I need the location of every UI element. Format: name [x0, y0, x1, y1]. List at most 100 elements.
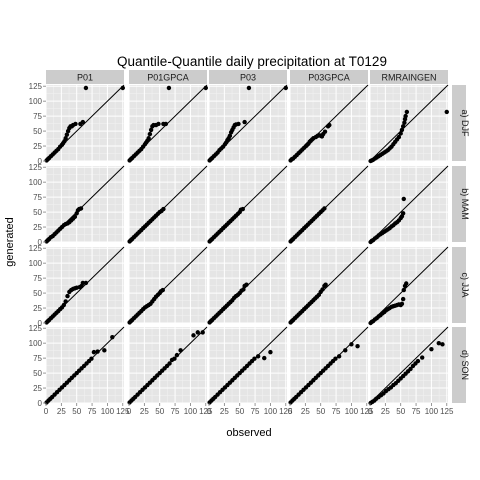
x-tick-label: 0 [44, 407, 49, 416]
y-tick-label: 75 [33, 354, 42, 363]
column-strip [370, 70, 448, 84]
facet-panel [207, 84, 288, 163]
data-point [163, 121, 169, 127]
data-point [415, 358, 421, 364]
data-point [72, 214, 78, 220]
data-point [63, 136, 68, 141]
data-point [320, 287, 325, 292]
row-strip-label: d) SON [460, 350, 470, 380]
data-point [242, 119, 247, 125]
data-point [333, 356, 338, 361]
data-point [73, 121, 78, 127]
x-tick-label: 50 [316, 407, 325, 416]
data-point [420, 355, 425, 360]
x-tick-label: 50 [72, 407, 81, 416]
y-tick-label: 100 [29, 97, 43, 106]
column-strip [129, 70, 207, 84]
reference-line [369, 246, 449, 324]
x-tick-label: 100 [184, 407, 198, 416]
x-tick-label: 25 [381, 407, 390, 416]
column-strip [209, 70, 287, 84]
row-strip-label: b) MAM [460, 188, 470, 220]
reference-line [369, 84, 449, 162]
data-point [336, 354, 342, 359]
data-point [400, 296, 406, 302]
y-tick-label: 0 [38, 238, 43, 247]
x-tick-label: 25 [301, 407, 310, 416]
facet-panel [127, 246, 208, 325]
data-point [241, 287, 246, 292]
x-tick-label: 125 [116, 407, 130, 416]
column-strip-label: P01 [77, 73, 93, 83]
data-point [146, 136, 151, 141]
facet-panel [207, 165, 288, 244]
data-point [61, 302, 67, 308]
facet-panel [368, 326, 449, 406]
x-tick-label: 125 [279, 407, 293, 416]
data-point [246, 85, 252, 91]
y-tick-label: 25 [33, 304, 42, 313]
data-point [444, 109, 449, 115]
data-point [283, 85, 288, 91]
data-point [398, 131, 403, 136]
y-tick-label: 50 [33, 127, 42, 136]
column-strip-label: P01GPCA [147, 73, 189, 83]
y-tick-label: 75 [33, 274, 42, 283]
data-point [401, 196, 406, 202]
x-tick-label: 25 [57, 407, 66, 416]
column-strip-label: RMRAINGEN [381, 73, 436, 83]
data-point [102, 348, 107, 353]
y-tick-label: 0 [38, 157, 43, 166]
facet-panel [44, 326, 125, 405]
data-point [244, 282, 249, 287]
x-tick-label: 0 [207, 407, 212, 416]
column-strip [290, 70, 368, 84]
data-point [255, 354, 261, 359]
data-point [191, 333, 196, 338]
chart-title: Quantile-Quantile daily precipitation at… [117, 54, 387, 69]
data-point [161, 206, 166, 212]
data-point [64, 132, 70, 137]
data-point [252, 356, 257, 361]
data-point [327, 122, 332, 128]
data-point [166, 85, 172, 91]
x-tick-label: 50 [155, 407, 164, 416]
data-point [65, 293, 70, 299]
x-tick-label: 0 [288, 407, 293, 416]
y-tick-label: 50 [33, 289, 42, 298]
x-tick-label: 75 [251, 407, 260, 416]
x-tick-label: 100 [345, 407, 359, 416]
facet-panel [288, 246, 369, 325]
y-tick-label: 100 [29, 259, 43, 268]
data-point [399, 301, 405, 307]
y-tick-label: 100 [29, 178, 43, 187]
data-point [408, 366, 413, 372]
data-point [403, 113, 408, 119]
facet-panel [44, 246, 125, 325]
x-tick-label: 100 [101, 407, 115, 416]
y-tick-label: 125 [29, 244, 43, 253]
x-tick-label: 25 [220, 407, 229, 416]
facet-panel [207, 326, 288, 405]
row-strip [452, 247, 466, 323]
y-tick-label: 125 [29, 163, 43, 172]
data-point [160, 287, 165, 293]
column-strip [46, 70, 124, 84]
data-point [399, 127, 405, 133]
data-point [236, 121, 241, 127]
data-point [78, 206, 84, 211]
y-axis-title: generated [4, 217, 16, 267]
y-tick-label: 0 [38, 399, 43, 408]
row-strip [452, 327, 466, 403]
data-point [268, 349, 273, 355]
data-point [83, 85, 89, 91]
facet-panel [127, 165, 208, 244]
data-point [63, 299, 68, 304]
data-point [156, 121, 161, 127]
data-point [396, 134, 402, 140]
row-strip-label: a) DJF [460, 110, 470, 138]
data-point [91, 349, 97, 355]
data-point [323, 282, 328, 287]
y-tick-label: 50 [33, 208, 42, 217]
x-tick-label: 50 [396, 407, 405, 416]
